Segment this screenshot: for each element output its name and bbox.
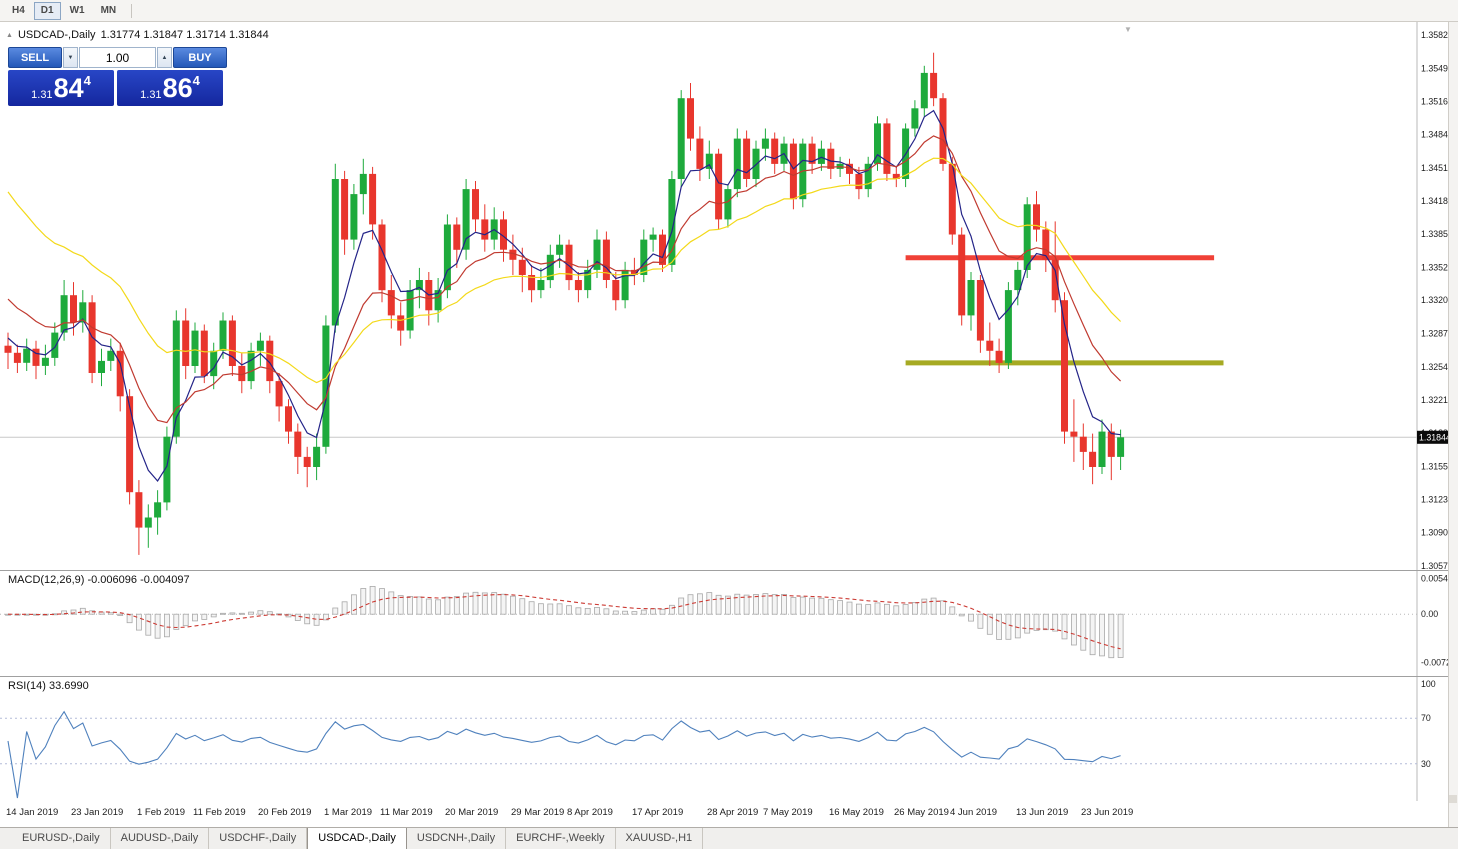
tab-usdchf-daily[interactable]: USDCHF-,Daily (209, 828, 308, 849)
price-axis-label: 1.35825 (1421, 30, 1448, 40)
price-axis-label: 1.32540 (1421, 362, 1448, 372)
x-axis-label: 16 May 2019 (829, 807, 884, 818)
x-axis-label: 26 May 2019 (894, 807, 949, 818)
x-axis-label: 29 Mar 2019 (511, 807, 565, 818)
x-axis-label: 13 Jun 2019 (1016, 807, 1069, 818)
x-axis-label: 11 Feb 2019 (193, 807, 246, 818)
candles (4, 52, 1125, 555)
timeframe-d1-button[interactable]: D1 (33, 1, 61, 20)
sell-price-sup: 4 (83, 73, 91, 88)
x-axis-label: 11 Mar 2019 (380, 807, 433, 818)
buy-price-sup: 4 (192, 73, 200, 88)
price-axis-label: 1.33200 (1421, 295, 1448, 305)
price-axis-label: 1.35165 (1421, 97, 1448, 107)
collapse-triangle-icon[interactable]: ▲ (6, 31, 13, 39)
price-axis-label: 1.34510 (1421, 163, 1448, 173)
chart-header: ▲ USDCAD-,Daily 1.31774 1.31847 1.31714 … (6, 29, 269, 41)
trade-prices-row: 1.31 84 4 1.31 86 4 (8, 70, 227, 106)
price-axis-label: 1.30900 (1421, 528, 1448, 538)
sell-button[interactable]: SELL (8, 47, 62, 68)
macd-axis-label: 0.00 (1421, 609, 1438, 619)
x-axis-label: 1 Feb 2019 (137, 807, 186, 818)
buy-price-big: 86 (162, 73, 193, 103)
macd-svg: 0.005402 0.00 -0.007242 (0, 571, 1448, 676)
buy-button[interactable]: BUY (173, 47, 227, 68)
rsi-axis-label: 70 (1421, 713, 1431, 723)
sell-price-prefix: 1.31 (31, 89, 53, 101)
chart-tab-bar: EURUSD-,Daily AUDUSD-,Daily USDCHF-,Daily U… (0, 827, 1458, 849)
price-chart-panel[interactable]: 1.35825 1.35495 1.35165 1.34840 1.34510 1.341… (0, 22, 1448, 570)
rsi-line (7, 710, 1121, 799)
current-price-tag: 1.31844 (1417, 430, 1448, 444)
timeframe-mn-button[interactable]: MN (100, 4, 117, 16)
price-axis-label: 1.32215 (1421, 395, 1448, 405)
rsi-svg: 100 70 30 (0, 677, 1436, 801)
x-axis-label: 4 Jun 2019 (950, 807, 998, 818)
tab-eurchf-weekly[interactable]: EURCHF-,Weekly (506, 828, 616, 849)
price-axis-label: 1.31555 (1421, 462, 1448, 472)
x-axis-label: 1 Mar 2019 (324, 807, 373, 818)
price-axis-label: 1.35495 (1421, 63, 1448, 73)
rsi-label: RSI(14) 33.6990 (8, 680, 89, 692)
rsi-axis-label: 100 (1421, 679, 1436, 689)
rsi-indicator-panel[interactable]: 100 70 30 (0, 677, 1448, 801)
price-axis-label: 1.33855 (1421, 229, 1448, 239)
ma-fast-line (7, 109, 1121, 483)
chart-shift-marker-icon: ▼ (1124, 25, 1132, 34)
sell-price-box[interactable]: 1.31 84 4 (8, 70, 114, 106)
resize-grip[interactable] (1449, 795, 1457, 803)
one-click-trading-panel: SELL ▼ ▲ BUY 1.31 84 4 1.31 86 4 (8, 47, 227, 106)
x-axis-label: 20 Mar 2019 (445, 807, 499, 818)
buy-price-prefix: 1.31 (140, 89, 162, 101)
price-chart-svg: 1.35825 1.35495 1.35165 1.34840 1.34510 1.341… (0, 22, 1448, 570)
sell-price-big: 84 (53, 73, 84, 103)
tab-eurusd-daily[interactable]: EURUSD-,Daily (12, 828, 111, 849)
tab-xauusd-h1[interactable]: XAUUSD-,H1 (616, 828, 704, 849)
volume-input[interactable] (79, 47, 156, 68)
top-toolbar: H4 D1 W1 MN (0, 0, 1458, 22)
panel-splitter[interactable] (0, 676, 1448, 677)
price-axis-label: 1.34840 (1421, 130, 1448, 140)
x-axis-label: 23 Jun 2019 (1081, 807, 1134, 818)
price-axis-label: 1.34180 (1421, 196, 1448, 206)
tab-usdcad-daily[interactable]: USDCAD-,Daily (307, 828, 407, 849)
timeframe-w1-button[interactable]: W1 (69, 4, 85, 16)
svg-text:1.31844: 1.31844 (1419, 433, 1448, 443)
timeframe-toolbar: H4 D1 W1 MN (5, 1, 125, 20)
tab-audusd-daily[interactable]: AUDUSD-,Daily (111, 828, 210, 849)
rsi-axis-label: 30 (1421, 759, 1431, 769)
price-axis-label: 1.32870 (1421, 329, 1448, 339)
chart-ohlc-values: 1.31774 1.31847 1.31714 1.31844 (100, 29, 269, 41)
tab-usdcnh-daily[interactable]: USDCNH-,Daily (407, 828, 507, 849)
window-right-edge (1448, 22, 1458, 827)
panel-splitter[interactable] (0, 570, 1448, 571)
x-axis-label: 14 Jan 2019 (6, 807, 59, 818)
x-axis-label: 20 Feb 2019 (258, 807, 312, 818)
timeframe-h4-button[interactable]: H4 (12, 4, 25, 16)
macd-label: MACD(12,26,9) -0.006096 -0.004097 (8, 574, 190, 586)
volume-increment-button[interactable]: ▲ (157, 47, 172, 68)
x-axis-label: 8 Apr 2019 (567, 807, 613, 818)
chart-symbol-label: USDCAD-,Daily (17, 29, 96, 41)
macd-axis-label: 0.005402 (1421, 573, 1448, 583)
ma-mid-line (7, 135, 1122, 424)
x-axis-label: 17 Apr 2019 (632, 807, 684, 818)
volume-decrement-button[interactable]: ▼ (63, 47, 78, 68)
price-axis-label: 1.30570 (1421, 561, 1448, 570)
trade-controls-row: SELL ▼ ▲ BUY (8, 47, 227, 68)
macd-histogram (5, 585, 1124, 659)
time-axis[interactable]: 14 Jan 2019 23 Jan 2019 1 Feb 2019 11 Feb 2… (0, 801, 1448, 827)
price-axis-label: 1.31230 (1421, 494, 1448, 504)
macd-indicator-panel[interactable]: 0.005402 0.00 -0.007242 (0, 571, 1448, 676)
toolbar-separator (131, 3, 133, 18)
macd-axis-label: -0.007242 (1421, 657, 1448, 667)
ma-slow-line (7, 157, 1122, 384)
x-axis-label: 28 Apr 2019 (707, 807, 759, 818)
x-axis-label: 7 May 2019 (763, 807, 813, 818)
x-axis-label: 23 Jan 2019 (71, 807, 124, 818)
buy-price-box[interactable]: 1.31 86 4 (117, 70, 223, 106)
price-axis-label: 1.33525 (1421, 262, 1448, 272)
